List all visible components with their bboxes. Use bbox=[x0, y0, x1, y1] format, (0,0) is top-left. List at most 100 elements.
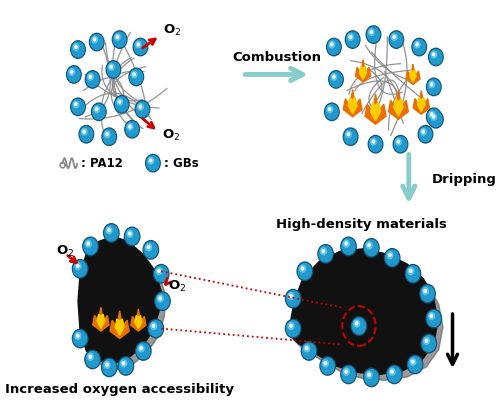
Circle shape bbox=[420, 284, 435, 303]
Circle shape bbox=[329, 41, 334, 48]
Circle shape bbox=[298, 263, 312, 279]
Circle shape bbox=[324, 362, 326, 365]
Circle shape bbox=[346, 31, 360, 48]
Circle shape bbox=[128, 232, 131, 235]
Circle shape bbox=[152, 324, 155, 327]
Polygon shape bbox=[360, 66, 366, 79]
Circle shape bbox=[370, 31, 372, 34]
Circle shape bbox=[421, 286, 434, 301]
Circle shape bbox=[148, 319, 164, 338]
Circle shape bbox=[286, 319, 301, 338]
Circle shape bbox=[366, 26, 380, 43]
Polygon shape bbox=[394, 99, 403, 116]
Circle shape bbox=[146, 154, 160, 172]
Circle shape bbox=[155, 292, 170, 310]
Circle shape bbox=[126, 229, 138, 244]
Circle shape bbox=[133, 73, 136, 76]
Circle shape bbox=[306, 347, 308, 350]
Circle shape bbox=[94, 106, 100, 113]
Circle shape bbox=[286, 289, 301, 308]
Circle shape bbox=[366, 242, 372, 249]
Circle shape bbox=[347, 133, 350, 135]
Circle shape bbox=[290, 324, 292, 327]
Circle shape bbox=[90, 34, 104, 51]
Circle shape bbox=[386, 365, 402, 384]
Circle shape bbox=[156, 293, 169, 309]
Polygon shape bbox=[344, 90, 362, 117]
Circle shape bbox=[428, 109, 440, 124]
Circle shape bbox=[288, 292, 294, 300]
Circle shape bbox=[331, 74, 336, 80]
Circle shape bbox=[74, 103, 77, 105]
Circle shape bbox=[92, 104, 105, 119]
Circle shape bbox=[112, 31, 127, 48]
Circle shape bbox=[406, 266, 420, 282]
Circle shape bbox=[136, 41, 141, 48]
Circle shape bbox=[351, 317, 366, 335]
Circle shape bbox=[115, 34, 120, 40]
Circle shape bbox=[106, 133, 108, 135]
Circle shape bbox=[420, 128, 426, 135]
Circle shape bbox=[136, 342, 151, 360]
Circle shape bbox=[393, 135, 408, 153]
Circle shape bbox=[302, 267, 304, 270]
Circle shape bbox=[80, 127, 92, 142]
Circle shape bbox=[389, 368, 395, 375]
Circle shape bbox=[137, 343, 150, 359]
Circle shape bbox=[412, 360, 414, 363]
Circle shape bbox=[114, 32, 126, 47]
Circle shape bbox=[116, 97, 128, 112]
Circle shape bbox=[302, 343, 316, 359]
Circle shape bbox=[288, 322, 294, 330]
Circle shape bbox=[129, 68, 144, 86]
Circle shape bbox=[92, 36, 98, 43]
Circle shape bbox=[342, 366, 355, 382]
Circle shape bbox=[356, 322, 358, 325]
Circle shape bbox=[424, 289, 426, 292]
Circle shape bbox=[150, 159, 152, 162]
Circle shape bbox=[83, 130, 86, 133]
Circle shape bbox=[326, 38, 341, 56]
Circle shape bbox=[143, 241, 158, 259]
Polygon shape bbox=[413, 90, 430, 114]
Polygon shape bbox=[365, 94, 386, 124]
Circle shape bbox=[430, 113, 433, 116]
Circle shape bbox=[138, 103, 143, 110]
Circle shape bbox=[90, 35, 103, 49]
Circle shape bbox=[372, 140, 374, 143]
Circle shape bbox=[105, 225, 118, 241]
Circle shape bbox=[330, 72, 342, 87]
Circle shape bbox=[79, 126, 94, 143]
Circle shape bbox=[121, 360, 126, 367]
Circle shape bbox=[286, 291, 300, 307]
Circle shape bbox=[139, 105, 141, 108]
Circle shape bbox=[421, 334, 436, 353]
Circle shape bbox=[328, 108, 331, 111]
Polygon shape bbox=[78, 236, 161, 364]
Text: O$_2$: O$_2$ bbox=[164, 23, 182, 38]
Circle shape bbox=[408, 355, 423, 374]
Circle shape bbox=[86, 351, 99, 367]
Circle shape bbox=[126, 122, 138, 137]
Circle shape bbox=[416, 43, 418, 46]
Circle shape bbox=[410, 269, 412, 272]
Polygon shape bbox=[406, 64, 420, 84]
Circle shape bbox=[328, 71, 344, 88]
Circle shape bbox=[297, 262, 312, 280]
Circle shape bbox=[341, 365, 356, 384]
Circle shape bbox=[348, 34, 354, 40]
Circle shape bbox=[426, 108, 441, 126]
Circle shape bbox=[422, 288, 428, 295]
Circle shape bbox=[430, 50, 442, 64]
Circle shape bbox=[104, 224, 119, 242]
Text: Dripping: Dripping bbox=[432, 173, 496, 185]
Circle shape bbox=[110, 65, 112, 68]
Circle shape bbox=[108, 64, 114, 70]
Circle shape bbox=[107, 62, 120, 77]
Circle shape bbox=[138, 345, 144, 352]
Circle shape bbox=[300, 265, 306, 272]
Circle shape bbox=[88, 74, 94, 80]
Circle shape bbox=[432, 115, 435, 118]
Polygon shape bbox=[135, 316, 142, 328]
Circle shape bbox=[330, 43, 333, 46]
